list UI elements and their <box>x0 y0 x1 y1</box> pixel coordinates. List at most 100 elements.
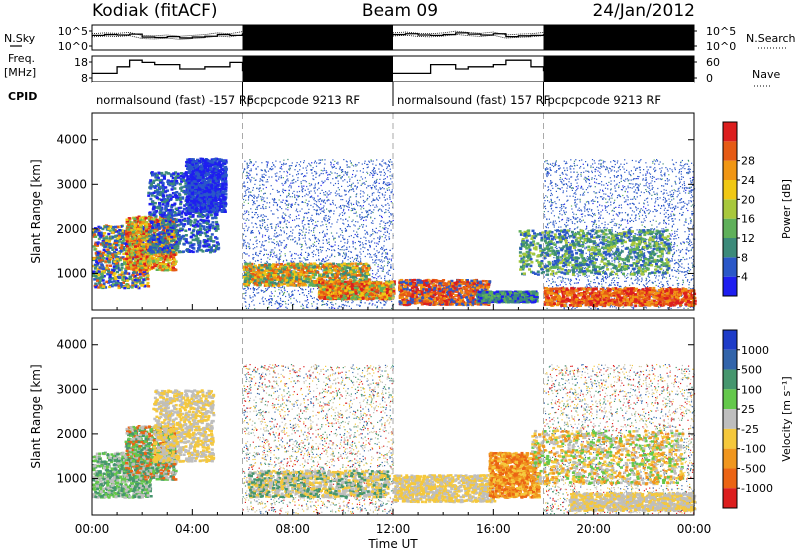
power-cell <box>335 167 337 169</box>
noise-search-line <box>91 31 243 37</box>
power-cell <box>633 211 635 213</box>
power-cell <box>262 198 264 200</box>
power-cell <box>282 217 284 219</box>
power-cell <box>341 170 344 173</box>
power-cell <box>617 246 619 248</box>
power-cell <box>380 188 382 190</box>
power-cell <box>341 176 343 178</box>
power-cell <box>258 286 260 288</box>
power-cell <box>678 264 680 266</box>
power-cell <box>587 230 589 232</box>
power-cell <box>346 174 348 176</box>
power-cell <box>373 254 375 256</box>
power-cell <box>271 286 273 288</box>
power-cell <box>270 295 272 297</box>
power-cell <box>314 187 316 189</box>
power-cell <box>617 175 619 177</box>
power-cell <box>270 254 272 256</box>
power-cell <box>389 171 391 173</box>
power-cell <box>307 302 309 304</box>
power-cell <box>353 224 355 226</box>
power-cell <box>355 174 357 176</box>
power-cell <box>263 197 265 199</box>
power-cell <box>691 243 693 246</box>
power-cell <box>590 280 592 283</box>
power-cell <box>244 298 246 300</box>
power-cell <box>388 204 390 206</box>
power-cell <box>345 253 347 255</box>
power-cell <box>328 173 330 175</box>
power-cell <box>245 235 247 237</box>
power-cell <box>687 307 689 309</box>
power-cell <box>304 180 306 182</box>
power-cell <box>349 180 351 182</box>
power-cell <box>386 231 389 233</box>
power-cell <box>692 238 694 240</box>
power-cell <box>676 234 678 236</box>
noise-series-line <box>393 32 545 38</box>
power-cell <box>276 307 278 310</box>
power-cell <box>277 258 279 260</box>
power-cell <box>377 269 379 271</box>
power-cell <box>684 231 686 233</box>
power-cell <box>387 164 389 166</box>
power-cell <box>348 209 350 211</box>
power-cell <box>645 207 647 210</box>
power-cell <box>548 280 550 282</box>
power-cell <box>574 271 576 273</box>
power-cell <box>303 228 305 230</box>
power-cell <box>369 235 371 237</box>
power-cell <box>577 187 579 189</box>
power-cell <box>280 221 282 223</box>
power-cell <box>368 213 370 215</box>
power-cell <box>345 200 348 202</box>
power-cell <box>641 257 643 259</box>
power-cell <box>657 178 659 180</box>
power-cell <box>552 162 554 164</box>
power-cell <box>249 191 251 193</box>
power-cell <box>377 276 379 278</box>
power-cell <box>287 206 289 209</box>
power-cell <box>306 212 308 215</box>
power-cell <box>575 190 577 192</box>
power-cell <box>679 260 681 262</box>
power-cell <box>309 247 311 249</box>
power-cell <box>254 183 256 185</box>
power-cell <box>582 219 584 221</box>
power-cell <box>568 178 570 180</box>
power-cell <box>688 160 690 162</box>
power-cell <box>690 249 692 251</box>
power-cell <box>347 259 349 261</box>
power-cell <box>681 184 684 186</box>
power-cell <box>386 265 389 267</box>
power-cell <box>300 161 302 163</box>
power-cell <box>336 207 338 209</box>
power-cell <box>303 162 305 164</box>
power-cell <box>680 243 682 245</box>
power-cell <box>317 249 319 251</box>
power-cell <box>674 214 676 216</box>
power-cell <box>658 163 660 165</box>
power-cell <box>265 288 267 290</box>
power-cell <box>247 166 249 168</box>
power-cell <box>243 233 245 235</box>
power-cell <box>552 187 554 189</box>
power-cell <box>626 237 628 239</box>
power-cell <box>692 204 694 206</box>
power-cell <box>590 200 592 202</box>
power-cell <box>632 259 634 261</box>
power-cell <box>683 271 685 273</box>
power-cell <box>389 198 391 200</box>
power-cell <box>302 219 305 222</box>
power-cell <box>654 215 656 217</box>
power-cell <box>372 163 374 165</box>
power-cell <box>325 170 327 172</box>
power-cell <box>260 246 262 248</box>
power-cell <box>691 288 694 290</box>
power-cell <box>311 169 313 171</box>
power-cell <box>337 161 339 163</box>
power-cell <box>374 242 376 244</box>
power-cell <box>564 207 566 209</box>
power-cell <box>375 274 377 276</box>
power-cell <box>619 195 621 197</box>
